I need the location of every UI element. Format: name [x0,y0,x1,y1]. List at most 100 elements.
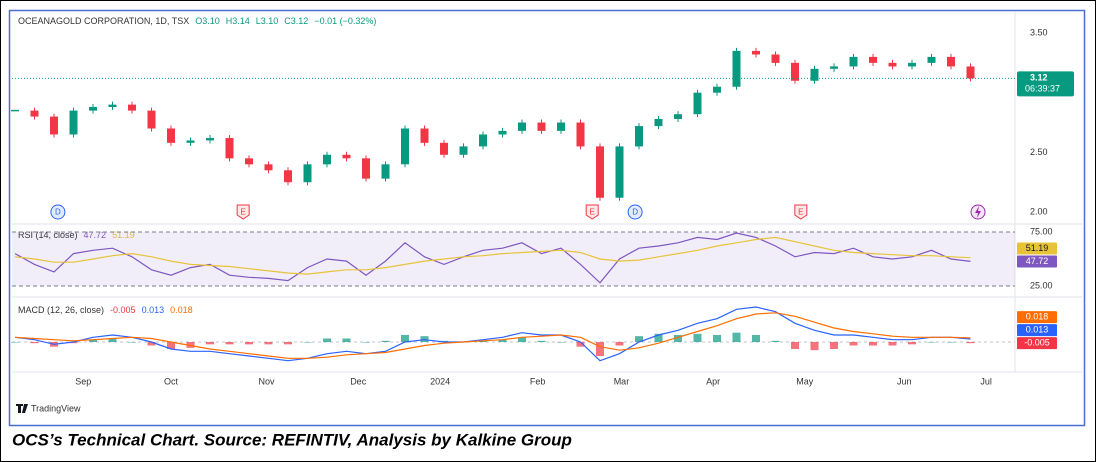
macd-histogram-bar [947,342,955,343]
candle [147,110,156,129]
candle [713,86,721,93]
candle [323,154,331,165]
macd-histogram-bar [420,336,429,342]
macd-histogram-bar [362,342,370,343]
candle [284,170,292,183]
price-badge [1017,71,1074,97]
ohlc-value: −0.01 (−0.32%) [314,16,376,26]
macd-histogram-bar [323,338,331,342]
chart-frame [8,9,1086,427]
macd-histogram-bar [518,337,526,342]
value-badge-label: -0.005 [1024,338,1050,348]
ohlc-value: H3.14 [226,16,250,26]
event-marker [627,204,643,220]
macd-histogram-bar [927,342,936,343]
macd-hist-value: -0.005 [110,305,136,315]
candle [615,146,624,198]
rsi-tick-label: 25.00 [1030,280,1053,290]
rsi-line [14,236,971,275]
x-tick-label: Dec [350,376,367,386]
x-tick-label: Sep [75,376,91,386]
candle [128,104,136,111]
event-label: E [798,208,803,217]
x-tick-label: Jun [897,376,912,386]
tradingview-logo: TradingView [16,403,81,413]
macd-histogram-bar [888,342,897,346]
macd-histogram-bar [128,342,136,343]
ohlc-value: L3.10 [256,16,279,26]
value-badge-label: 0.018 [1026,312,1049,322]
x-tick-label: Mar [614,376,630,386]
x-tick-label: Feb [530,376,546,386]
macd-histogram-bar [596,342,604,356]
event-marker [50,204,66,220]
value-badge [1017,242,1057,255]
macd-histogram-bar [732,332,741,342]
macd-histogram-bar [167,342,175,349]
macd-line [14,312,971,359]
candle [245,158,253,165]
event-label: E [240,208,245,217]
candle [50,116,58,135]
rsi-value: 51.19 [112,230,135,240]
macd-histogram-bar [966,342,975,344]
macd-histogram-bar [830,342,838,349]
macd-histogram-bar [908,342,916,345]
y-tick-label: 2.00 [1030,206,1048,216]
macd-histogram-bar [537,340,546,342]
symbol-header: OCEANAGOLD CORPORATION, 1D, TSX O3.10 H3.1… [18,16,376,26]
macd-histogram-bar [674,335,682,342]
macd-histogram-bar [381,340,390,342]
candle [966,66,975,79]
event-marker [236,204,250,220]
candle [167,128,175,143]
ohlc-value: C3.12 [284,16,308,26]
macd-histogram-bar [11,342,19,343]
event-label: D [55,208,61,217]
macd-histogram-bar [791,342,799,349]
price-badge-value: 3.12 [1030,73,1048,83]
event-label: E [590,208,595,217]
macd-histogram-bar [635,336,643,342]
event-label: D [632,208,638,217]
macd-line [14,306,971,362]
macd-histogram-bar [206,342,214,345]
candle [498,130,507,135]
macd-histogram-bar [498,339,507,342]
candle [810,68,819,81]
candle [888,62,897,67]
candle [693,92,702,115]
x-tick-label: Apr [706,376,720,386]
candle [30,110,39,117]
candle [576,122,585,147]
candle [830,66,838,69]
candle [947,56,955,67]
logo-text: TradingView [31,403,81,413]
macd-histogram-bar [89,339,97,342]
rsi-tick-label: 75.00 [1030,226,1053,236]
macd-histogram-bar [284,342,292,345]
logo-mark [16,404,28,413]
value-badge [1017,311,1057,324]
rsi-line [14,232,971,284]
candle [927,56,936,63]
value-badge [1017,324,1057,337]
macd-histogram-bar [713,335,721,342]
macd-header: MACD (12, 26, close) -0.005 0.013 0.018 [18,305,193,315]
macd-value: 0.018 [170,305,193,315]
value-badge-label: 0.013 [1026,325,1049,335]
candle [596,146,604,198]
candle [791,62,799,81]
macd-histogram-bar [654,333,663,342]
macd-histogram-bar [752,335,760,342]
macd-histogram-bar [30,342,39,344]
x-tick-label: May [796,376,814,386]
event-marker [585,204,599,220]
value-badge [1017,255,1057,268]
candle [89,107,97,111]
macd-histogram-bar [303,342,312,343]
y-tick-label: 2.50 [1030,147,1048,157]
candle [342,154,351,159]
flash-icon [975,206,981,218]
